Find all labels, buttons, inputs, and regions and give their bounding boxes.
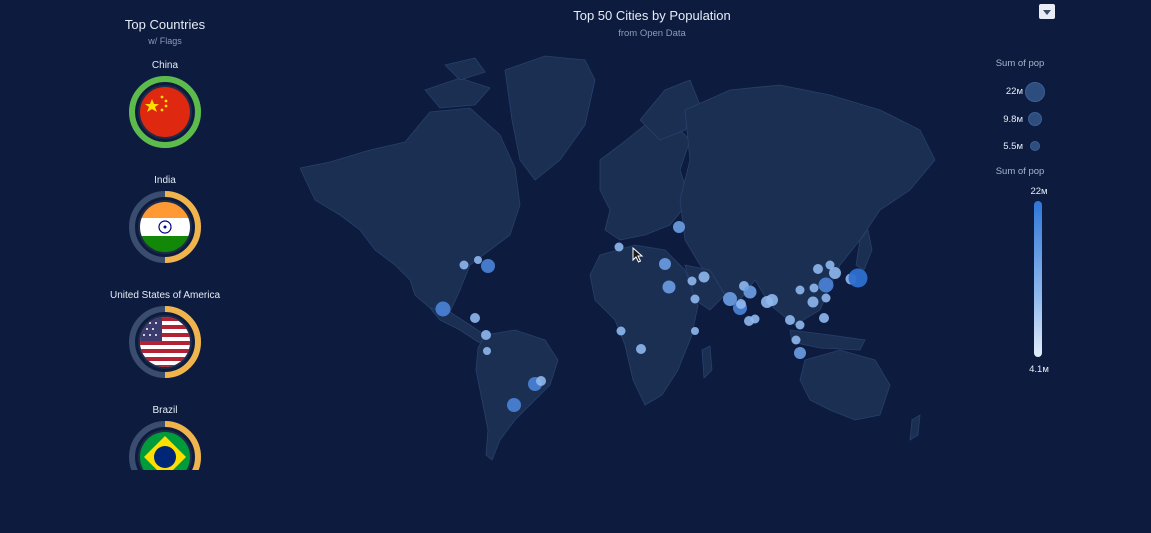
size-legend-dot xyxy=(1028,112,1042,126)
city-bubble[interactable] xyxy=(821,293,831,303)
country-ring-brazil xyxy=(129,421,201,470)
india-flag-icon xyxy=(138,200,192,254)
size-legend-label: 9.8м xyxy=(1003,114,1023,125)
country-name: China xyxy=(151,60,179,71)
size-legend-label: 22м xyxy=(1005,86,1023,97)
size-legend-dot xyxy=(1030,141,1040,151)
city-bubbles xyxy=(435,221,868,412)
world-map[interactable] xyxy=(300,50,940,465)
size-legend-item: 22м xyxy=(975,82,1065,102)
city-bubble[interactable] xyxy=(795,285,805,295)
city-bubble[interactable] xyxy=(819,313,829,323)
city-bubble[interactable] xyxy=(785,315,795,325)
city-bubble[interactable] xyxy=(481,259,495,273)
city-bubble[interactable] xyxy=(743,285,757,299)
size-legend-item: 9.8м xyxy=(975,110,1065,130)
usa-flag-icon xyxy=(138,315,192,369)
city-bubble[interactable] xyxy=(818,277,834,293)
country-card-usa[interactable]: United States of America xyxy=(90,289,240,389)
city-bubble[interactable] xyxy=(825,260,835,270)
city-bubble[interactable] xyxy=(659,258,671,270)
city-bubble[interactable] xyxy=(736,299,746,309)
size-legend-dot xyxy=(1025,82,1045,102)
city-bubble[interactable] xyxy=(698,271,710,283)
map-land xyxy=(300,55,936,461)
mouse-pointer-icon xyxy=(632,247,644,263)
city-bubble[interactable] xyxy=(795,320,805,330)
country-ring-india xyxy=(129,191,201,263)
city-bubble[interactable] xyxy=(813,264,823,274)
color-legend-min: 4.1м xyxy=(1029,364,1049,375)
city-bubble[interactable] xyxy=(459,260,469,270)
city-bubble[interactable] xyxy=(691,327,699,335)
city-bubble[interactable] xyxy=(723,292,737,306)
brazil-flag-icon xyxy=(138,430,192,470)
city-bubble[interactable] xyxy=(807,296,819,308)
city-bubble[interactable] xyxy=(673,221,685,233)
city-bubble[interactable] xyxy=(614,242,624,252)
top-countries-title: Top Countries xyxy=(124,17,206,32)
city-bubble[interactable] xyxy=(690,294,700,304)
top-countries-subtitle: w/ Flags xyxy=(148,36,182,46)
city-bubble[interactable] xyxy=(474,256,482,264)
top-countries-panel: Top Countries w/ Flags China India xyxy=(90,0,240,470)
country-name: Brazil xyxy=(152,405,178,416)
city-bubble[interactable] xyxy=(750,314,760,324)
city-bubble[interactable] xyxy=(848,268,868,288)
city-bubble[interactable] xyxy=(616,326,626,336)
china-flag-icon xyxy=(138,85,192,139)
map-title: Top 50 Cities by Population xyxy=(573,8,731,23)
city-bubble[interactable] xyxy=(435,301,451,317)
country-name: United States of America xyxy=(109,290,221,301)
color-legend-title: Sum of pop xyxy=(995,166,1045,177)
city-bubble[interactable] xyxy=(829,267,841,279)
city-bubble[interactable] xyxy=(791,335,801,345)
city-bubble[interactable] xyxy=(470,313,480,323)
city-bubble[interactable] xyxy=(636,344,646,354)
city-bubble[interactable] xyxy=(662,280,676,294)
city-bubble[interactable] xyxy=(481,330,491,340)
country-card-brazil[interactable]: Brazil xyxy=(90,404,240,470)
size-legend-item: 5.5м xyxy=(975,137,1065,157)
size-legend-label: 5.5м xyxy=(1003,141,1023,152)
city-bubble[interactable] xyxy=(507,398,521,412)
city-bubble[interactable] xyxy=(766,294,778,306)
city-bubble[interactable] xyxy=(809,283,819,293)
color-legend-max: 22м xyxy=(1030,186,1048,197)
city-bubble[interactable] xyxy=(483,347,491,355)
country-ring-usa xyxy=(129,306,201,378)
city-bubble[interactable] xyxy=(794,347,806,359)
city-bubble[interactable] xyxy=(536,376,546,386)
country-card-china[interactable]: China xyxy=(90,59,240,159)
country-ring-china xyxy=(129,76,201,148)
map-subtitle: from Open Data xyxy=(618,28,686,39)
country-card-india[interactable]: India xyxy=(90,174,240,274)
city-bubble[interactable] xyxy=(687,276,697,286)
country-name: India xyxy=(154,175,176,186)
map-legend: Sum of pop 22м 9.8м 5.5м Sum of pop 22м … xyxy=(975,58,1065,375)
size-legend-title: Sum of pop xyxy=(995,58,1045,69)
widget-menu-button[interactable] xyxy=(1039,4,1055,19)
color-legend-gradient xyxy=(1034,201,1042,357)
